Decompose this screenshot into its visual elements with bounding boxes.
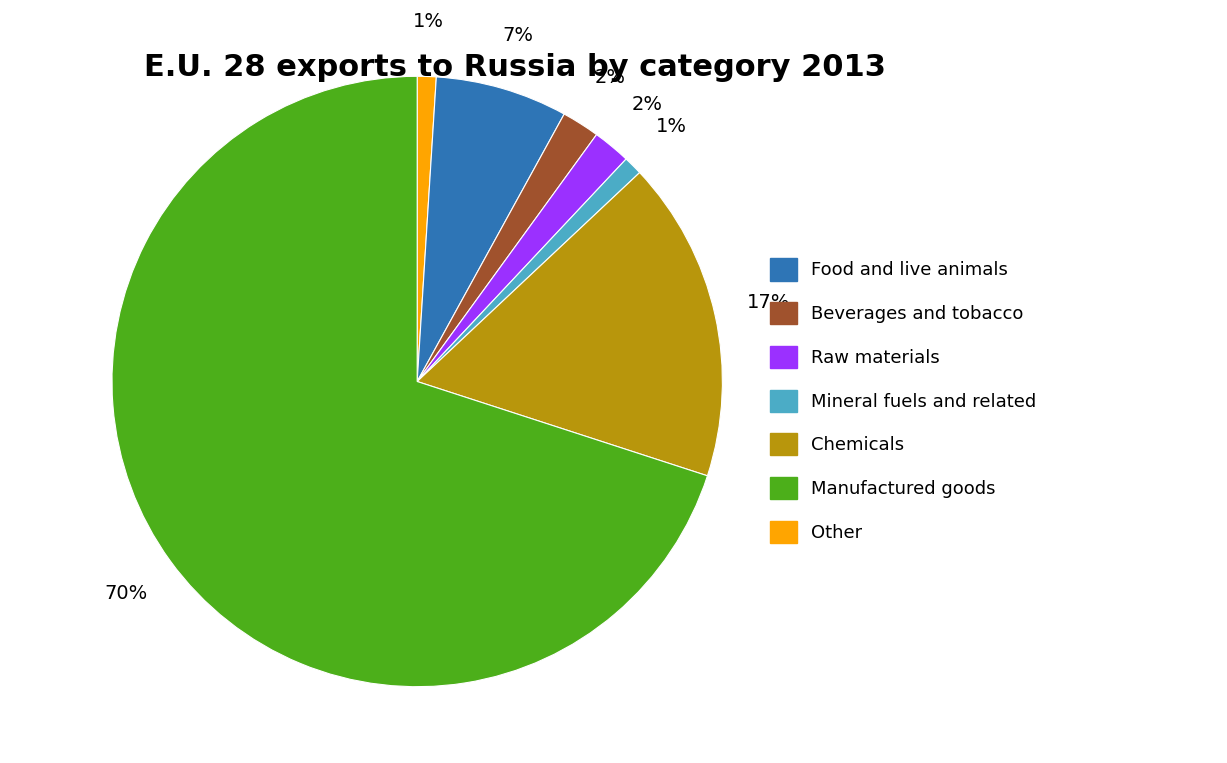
- Text: 2%: 2%: [631, 95, 663, 114]
- Text: 70%: 70%: [104, 584, 147, 603]
- Text: 2%: 2%: [595, 68, 626, 87]
- Wedge shape: [417, 159, 639, 382]
- Wedge shape: [417, 77, 564, 382]
- Text: 7%: 7%: [502, 26, 534, 45]
- Text: 1%: 1%: [656, 118, 687, 137]
- Legend: Food and live animals, Beverages and tobacco, Raw materials, Mineral fuels and r: Food and live animals, Beverages and tob…: [769, 259, 1037, 542]
- Wedge shape: [417, 114, 596, 382]
- Wedge shape: [112, 76, 708, 687]
- Wedge shape: [417, 172, 723, 476]
- Text: 1%: 1%: [413, 12, 444, 31]
- Text: 17%: 17%: [747, 294, 790, 312]
- Wedge shape: [417, 76, 437, 382]
- Text: E.U. 28 exports to Russia by category 2013: E.U. 28 exports to Russia by category 20…: [145, 53, 886, 82]
- Wedge shape: [417, 134, 626, 382]
